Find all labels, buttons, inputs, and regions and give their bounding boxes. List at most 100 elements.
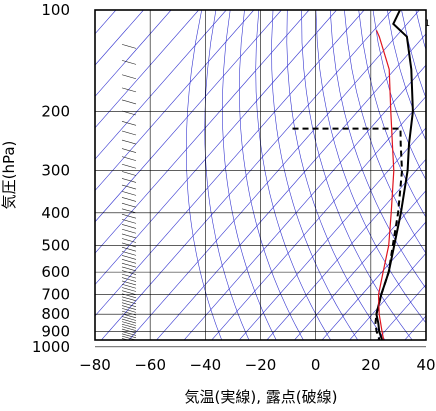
wind-barb — [121, 60, 137, 65]
x-tick-label: 20 — [361, 356, 380, 374]
isotherm-line — [238, 127, 426, 340]
wind-barb — [121, 139, 137, 145]
wind-barb — [121, 228, 137, 234]
temperature-line — [375, 10, 414, 340]
wind-barb — [121, 171, 137, 176]
dry-adiabat-line — [222, 10, 277, 340]
x-tick-label: 40 — [416, 356, 435, 374]
wind-barb — [121, 326, 137, 331]
wind-barb — [121, 305, 137, 310]
wind-barb — [121, 318, 137, 324]
wind-barb — [121, 321, 137, 326]
wind-barb — [121, 99, 137, 105]
dry-adiabat-line — [372, 10, 426, 181]
wind-barb — [121, 316, 137, 321]
wind-barb — [121, 283, 137, 289]
wind-barb — [121, 246, 137, 252]
wind-barb — [121, 266, 137, 272]
wind-barb — [121, 87, 137, 93]
wind-barb — [121, 202, 137, 208]
isotherm-line — [321, 221, 426, 340]
wind-barb — [121, 259, 137, 264]
wind-barb — [121, 197, 137, 202]
wind-barb — [121, 328, 137, 334]
wind-barb — [121, 302, 137, 308]
wind-barb — [121, 130, 137, 136]
isotherm-line — [266, 158, 426, 340]
isotherm-line — [128, 10, 420, 340]
mixing-ratio-labels: 15101520g — [424, 19, 430, 29]
wind-barb — [121, 238, 137, 243]
isotherm-line — [404, 315, 426, 340]
x-tick-labels: −80 −60 −40 −20 0 20 40 — [79, 356, 435, 374]
dry-adiabat-line — [301, 10, 413, 340]
isotherm-line — [95, 10, 172, 97]
y-axis-title: 気圧(hPa) — [0, 141, 18, 210]
isotherm-line — [95, 10, 255, 191]
wind-barb — [121, 74, 137, 80]
wind-barb — [121, 280, 137, 286]
mixing-ratio-label: 1 — [424, 19, 430, 29]
dry-adiabat-line — [387, 10, 426, 142]
isotherm-line — [349, 252, 426, 340]
wind-barb — [121, 338, 129, 340]
wind-barb — [121, 262, 137, 268]
dry-adiabat-line — [255, 10, 332, 340]
wind-barb — [121, 121, 137, 126]
wind-barb — [121, 313, 137, 319]
isotherm-line — [156, 33, 426, 340]
wind-barb — [121, 233, 137, 239]
wind-barb — [122, 341, 136, 345]
wind-barb — [121, 333, 137, 339]
x-tick-label: 0 — [311, 356, 321, 374]
wind-barb — [121, 213, 137, 219]
dry-adiabat-line — [239, 10, 304, 340]
isotherm-line — [95, 10, 282, 223]
wind-barb — [121, 224, 137, 229]
wind-barb — [121, 219, 137, 224]
x-tick-label: −60 — [134, 356, 166, 374]
dry-adiabat-line — [186, 10, 223, 340]
wind-barb — [121, 273, 137, 279]
wind-barb — [121, 184, 137, 190]
wind-barb — [121, 191, 137, 196]
isotherm-line — [376, 284, 426, 340]
y-tick-label: 100 — [41, 1, 70, 19]
isotherm-line — [95, 10, 144, 66]
wind-barb — [121, 308, 137, 313]
dry-adiabat-line — [329, 10, 426, 290]
wind-barbs — [121, 44, 137, 345]
wind-barb — [121, 277, 137, 282]
y-tick-label: 900 — [41, 322, 70, 340]
isotherm-line — [100, 10, 392, 340]
dry-adiabat-line — [315, 10, 426, 324]
wind-barb — [121, 178, 137, 183]
isotherm-line — [95, 10, 337, 286]
wind-barb — [121, 148, 137, 153]
y-tick-label: 500 — [41, 236, 70, 254]
y-tick-label: 400 — [41, 204, 70, 222]
y-tick-label: 300 — [41, 162, 70, 180]
x-tick-label: −80 — [79, 356, 111, 374]
isotherm-line — [183, 64, 426, 340]
wind-barb — [121, 270, 137, 275]
dry-adiabat-line — [204, 10, 250, 340]
parcel-line — [375, 30, 395, 340]
wind-barb — [121, 44, 137, 49]
dry-adiabat-line — [430, 10, 436, 354]
y-tick-label: 200 — [41, 102, 70, 120]
wind-barb — [121, 255, 137, 260]
wind-barb — [121, 163, 137, 169]
wind-barb — [121, 156, 137, 161]
isotherm-line — [95, 10, 310, 254]
wind-barb — [121, 290, 137, 295]
x-tick-label: −40 — [190, 356, 222, 374]
wind-barb — [121, 323, 137, 329]
wind-barb — [121, 242, 137, 248]
y-tick-label: 800 — [41, 305, 70, 323]
x-tick-label: −20 — [245, 356, 277, 374]
isotherm-line — [95, 10, 199, 129]
wind-barb — [121, 293, 137, 299]
